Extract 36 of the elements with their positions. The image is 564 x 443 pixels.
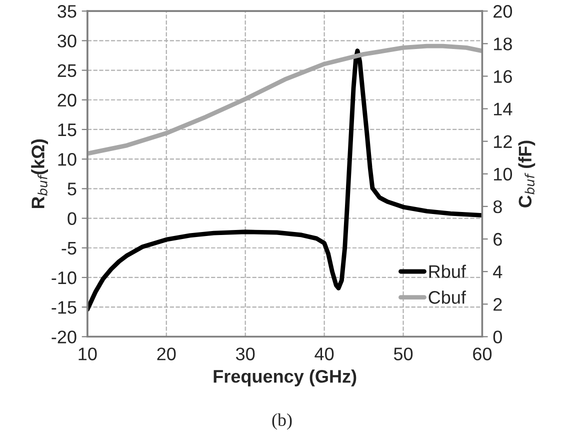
y2-tick-label: 18 [494, 38, 512, 50]
y2-tick-label: 6 [494, 232, 502, 246]
y2-tick-label: 8 [493, 200, 502, 214]
y-tick-label: -10 [52, 271, 76, 284]
x-tick-label: 10 [78, 348, 97, 360]
y-tick-label: 20 [58, 94, 76, 107]
legend-label: Rbuf [429, 264, 466, 278]
y2-tick-label: 14 [494, 102, 512, 116]
y2-tick-label: 10 [494, 168, 512, 181]
y2-axis-title: C$_{buf}$ (fF) [518, 140, 536, 208]
text: (b) [272, 413, 292, 430]
y2-tick-label: 20 [494, 5, 512, 18]
y2-tick-label: 4 [493, 266, 502, 278]
y-tick-label: 25 [58, 64, 76, 77]
x-axis-title: Frequency (GHz) [214, 369, 356, 386]
x-tick-label: 60 [473, 348, 492, 360]
y-tick-label: 15 [58, 124, 76, 136]
y2-tick-label: 2 [494, 298, 502, 311]
x-tick-label: 20 [157, 348, 176, 360]
y-tick-label: -5 [62, 242, 76, 255]
x-tick-label: 50 [394, 348, 413, 360]
y-tick-label: 30 [58, 34, 76, 48]
x-tick-label: 30 [236, 348, 255, 360]
line-series [87, 48, 482, 312]
y2-tick-label: 0 [493, 330, 502, 344]
y-tick-label: -15 [52, 301, 76, 314]
y-axis-title: R$_{buf}$(kΩ) [31, 139, 48, 208]
y-tick-label: 5 [68, 182, 76, 196]
y-tick-label: 35 [58, 5, 76, 18]
y-tick-label: 0 [68, 212, 76, 225]
legend-label: Cbuf [428, 290, 466, 304]
y2-tick-label: 12 [494, 135, 512, 148]
y-tick-label: 10 [58, 153, 76, 166]
y-tick-label: -20 [52, 330, 76, 344]
x-tick-label: 40 [314, 348, 334, 360]
y2-tick-label: 16 [494, 70, 512, 83]
